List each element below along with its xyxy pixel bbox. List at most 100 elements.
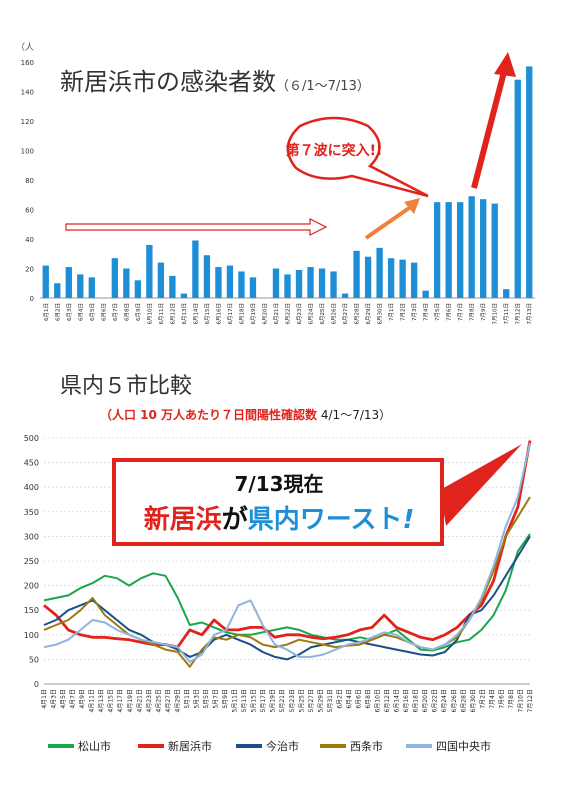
series-line (43, 535, 531, 661)
y-tick-label: 400 (24, 483, 39, 492)
y-tick-label: 0 (34, 680, 39, 689)
x-tick-label: 4月13日 (98, 689, 105, 712)
bar (503, 289, 510, 298)
x-tick-label: 5月15日 (251, 689, 258, 712)
x-tick-label: 6月16日 (215, 303, 222, 325)
x-tick-label: 5月1日 (184, 689, 191, 709)
x-tick-label: 7月8日 (469, 303, 476, 321)
bar (307, 267, 314, 298)
line-chart-title: 県内５市比較 (60, 374, 193, 399)
x-tick-label: 6月4日 (346, 689, 353, 709)
y-tick-label: 500 (24, 434, 39, 443)
bar (410, 262, 418, 298)
x-tick-label: 6月28日 (354, 303, 361, 325)
series-line (43, 442, 531, 663)
x-tick-label: 5月13日 (241, 689, 248, 712)
bar (318, 268, 326, 298)
x-tick-label: 6月20日 (422, 689, 429, 712)
x-tick-label: 6月17日 (227, 303, 234, 325)
x-tick-label: 6月25日 (319, 303, 326, 325)
bar (111, 258, 118, 298)
bar (330, 271, 337, 298)
bar (226, 265, 234, 298)
x-tick-label: 5月31日 (327, 689, 334, 712)
x-tick-label: 6月10日 (375, 689, 382, 712)
surge-arrow-head (494, 52, 516, 77)
x-tick-label: 6月12日 (384, 689, 391, 712)
bar (169, 275, 176, 298)
series-line (43, 533, 531, 652)
x-tick-label: 5月7日 (213, 689, 220, 709)
banner-date: 7/13現在 (234, 472, 324, 496)
x-tick-label: 6月14日 (192, 303, 199, 325)
line-x-tick-labels: 4月1日 4月3日 4月5日 4月7日 4月9日 4月11日 4月13日 4月15日 4月17日… (41, 689, 534, 712)
bar (157, 262, 165, 298)
x-tick-label: 6月26日 (331, 303, 338, 325)
bar (491, 203, 498, 298)
x-tick-label: 5月25日 (298, 689, 305, 712)
bar (215, 267, 222, 298)
x-tick-label: 4月25日 (155, 689, 162, 712)
x-tick-label: 6月28日 (460, 689, 467, 712)
x-tick-label: 7月4日 (423, 303, 430, 321)
x-tick-label: 5月3日 (193, 689, 200, 709)
x-tick-label: 6月6日 (100, 303, 107, 321)
x-tick-label: 7月13日 (526, 303, 533, 325)
x-tick-label: 6月30日 (377, 303, 384, 325)
bar (364, 256, 372, 298)
bar (123, 268, 130, 298)
bar (514, 79, 521, 298)
x-tick-label: 6月29日 (365, 303, 372, 325)
x-tick-label: 7月8日 (508, 689, 515, 709)
y-axis-unit: （人 (16, 42, 34, 53)
y-tick-label: 160 (21, 59, 34, 67)
legend-label: 新居浜市 (168, 739, 212, 753)
x-tick-label: 5月11日 (232, 689, 239, 712)
bar (192, 240, 199, 298)
bar (468, 196, 475, 298)
x-tick-label: 6月18日 (238, 303, 245, 325)
x-tick-label: 6月24日 (308, 303, 315, 325)
bar-series (42, 66, 533, 298)
x-tick-label: 6月23日 (296, 303, 303, 325)
bar-annotations (65, 52, 516, 240)
x-tick-label: 6月30日 (470, 689, 477, 712)
banner-message: 新居浜が県内ワースト! (143, 505, 415, 535)
rise-arrow-head (404, 198, 420, 214)
x-tick-label: 4月9日 (79, 689, 86, 709)
cases-bar-chart: 0 20 40 60 80 100 120 140 160 （人 6月1日 6月2日 6月3日 6月4日… (16, 42, 535, 325)
x-tick-label: 4月21日 (136, 689, 143, 712)
bar (341, 293, 349, 298)
bar (238, 271, 245, 298)
x-tick-label: 4月7日 (70, 689, 77, 709)
wave-callout-text: 第７波に突入!! (285, 143, 383, 159)
x-tick-label: 4月15日 (108, 689, 115, 712)
x-tick-label: 6月11日 (158, 303, 165, 325)
x-tick-label: 7月11日 (503, 303, 510, 325)
x-tick-label: 6月26日 (451, 689, 458, 712)
x-tick-label: 6月7日 (112, 303, 119, 321)
x-tick-label: 4月5日 (60, 689, 67, 709)
bar (433, 202, 441, 298)
x-tick-label: 7月12日 (515, 303, 522, 325)
x-tick-label: 6月10日 (146, 303, 153, 325)
x-tick-label: 5月5日 (203, 689, 210, 709)
x-tick-label: 7月1日 (388, 303, 395, 321)
x-tick-label: 6月18日 (413, 689, 420, 712)
x-tick-label: 6月6日 (355, 689, 362, 709)
x-tick-label: 6月13日 (181, 303, 188, 325)
bar-chart-title: 新居浜市の感染者数（６/1～7/13） (60, 68, 370, 96)
bar (65, 267, 72, 298)
x-tick-label: 7月7日 (457, 303, 464, 321)
legend-label: 西条市 (350, 739, 383, 753)
bar (88, 277, 95, 298)
x-tick-label: 5月21日 (279, 689, 286, 712)
bar (480, 199, 487, 298)
y-tick-label: 40 (25, 236, 34, 244)
x-tick-label: 7月10日 (517, 689, 524, 712)
bar (399, 259, 406, 298)
x-tick-label: 6月16日 (403, 689, 410, 712)
bar (295, 269, 303, 298)
y-tick-label: 120 (21, 118, 34, 126)
